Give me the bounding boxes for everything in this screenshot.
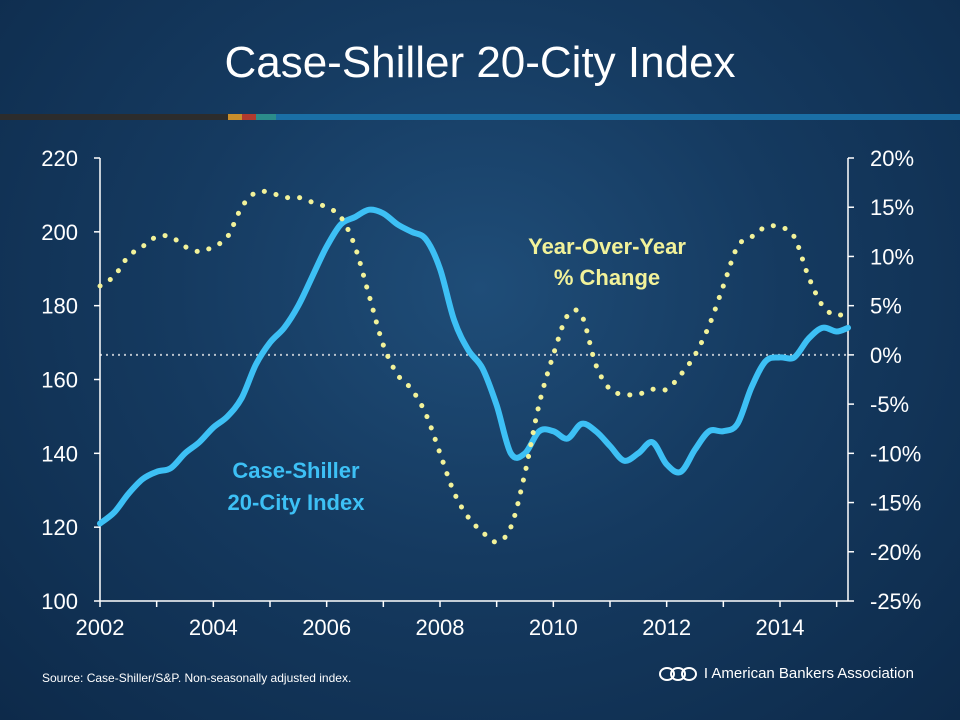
yoy-series-line <box>97 188 851 545</box>
footer-logo: I American Bankers Association <box>658 664 914 682</box>
index-series-label: Case-Shiller 20-City Index <box>228 458 366 515</box>
yoy-series-label: Year-Over-Year % Change <box>528 234 686 290</box>
right-tick-label: -25% <box>870 589 921 614</box>
series-layer <box>97 188 851 545</box>
x-tick-label: 2002 <box>76 615 125 640</box>
accent-bar-segment <box>228 114 242 120</box>
accent-bar-segment <box>0 114 110 120</box>
accent-bar-segment <box>110 114 228 120</box>
source-note: Source: Case-Shiller/S&P. Non-seasonally… <box>42 671 352 685</box>
x-tick-label: 2014 <box>756 615 805 640</box>
right-tick-label: -15% <box>870 491 921 516</box>
index-series-label-line: 20-City Index <box>228 490 366 515</box>
right-tick-label: 10% <box>870 244 914 269</box>
right-tick-label: 5% <box>870 294 902 319</box>
accent-bar-segment <box>242 114 256 120</box>
right-tick-label: -20% <box>870 540 921 565</box>
left-tick-label: 160 <box>41 368 78 393</box>
yoy-series-label-line: % Change <box>554 265 660 290</box>
page-title: Case-Shiller 20-City Index <box>224 38 736 87</box>
x-tick-label: 2012 <box>642 615 691 640</box>
yoy-series-label-line: Year-Over-Year <box>528 234 686 259</box>
label-layer: Case-Shiller 20-City Index Year-Over-Year%… <box>228 234 687 515</box>
accent-bar-segment <box>256 114 276 120</box>
left-tick-label: 220 <box>41 146 78 171</box>
x-tick-label: 2008 <box>416 615 465 640</box>
index-series-line <box>97 206 851 527</box>
right-tick-label: 15% <box>870 195 914 220</box>
x-tick-label: 2006 <box>302 615 351 640</box>
left-tick-label: 100 <box>41 589 78 614</box>
right-tick-label: -5% <box>870 392 909 417</box>
left-tick-label: 120 <box>41 515 78 540</box>
title-accent-bar <box>0 114 960 120</box>
right-tick-label: 0% <box>870 343 902 368</box>
right-tick-label: 20% <box>870 146 914 171</box>
right-tick-label: -10% <box>870 441 921 466</box>
logo-text: I American Bankers Association <box>703 664 914 682</box>
left-tick-label: 180 <box>41 294 78 319</box>
axes-layer: 100 120 140 160 180 200 220 -25% -20% -15% -10% -5%… <box>41 146 921 640</box>
left-tick-label: 200 <box>41 220 78 245</box>
aba-logo-icon <box>658 667 697 681</box>
x-tick-label: 2004 <box>189 615 238 640</box>
accent-bar-segment <box>276 114 960 120</box>
index-series-label-line: Case-Shiller <box>232 458 360 483</box>
left-tick-label: 140 <box>41 441 78 466</box>
x-tick-label: 2010 <box>529 615 578 640</box>
